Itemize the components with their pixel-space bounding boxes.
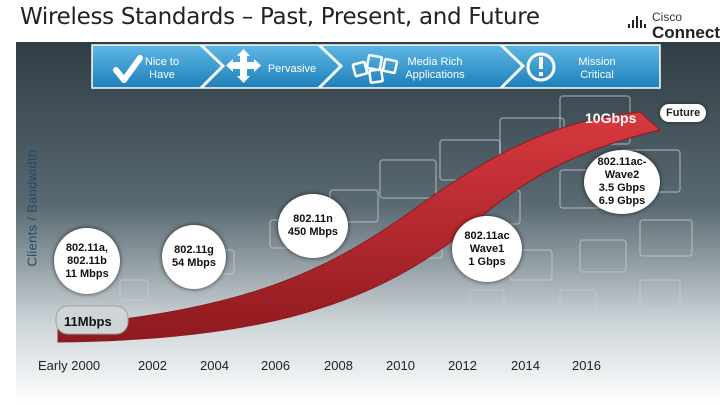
chart-panel xyxy=(16,42,720,405)
year-label: 2016 xyxy=(572,358,601,373)
checkmark-icon xyxy=(113,55,143,83)
four-arrows-icon xyxy=(226,49,261,83)
future-label: Future xyxy=(660,104,707,122)
year-label: 2002 xyxy=(138,358,167,373)
year-label: 2004 xyxy=(200,358,229,373)
slide-title: Wireless Standards – Past, Present, and … xyxy=(20,4,540,30)
stage-label-1: Nice to Have xyxy=(144,56,180,81)
stage-chevron-2 xyxy=(200,44,342,89)
stage-chevron-4 xyxy=(500,44,661,89)
alert-icon xyxy=(526,52,556,82)
year-label: Early 2000 xyxy=(38,358,101,373)
year-label: 2010 xyxy=(386,358,415,373)
stage-label-2: Pervasive xyxy=(267,63,317,75)
y-axis-label: Clients / Bandwidth xyxy=(24,149,40,267)
standard-bubble-80211ab: 802.11a, 802.11b 11 Mbps xyxy=(54,228,120,294)
bandwidth-growth-curve xyxy=(57,111,662,343)
logo-text-line1: Cisco xyxy=(652,10,683,24)
standard-bubble-80211n: 802.11n 450 Mbps xyxy=(278,194,348,258)
year-label: 2008 xyxy=(324,358,353,373)
standard-bubble-80211ac-wave1: 802.11ac Wave1 1 Gbps xyxy=(452,216,522,282)
standard-bubble-80211ac-wave2: 802.11ac- Wave2 3.5 Gbps 6.9 Gbps xyxy=(584,150,660,214)
year-label: 2014 xyxy=(511,358,540,373)
cisco-bars-icon xyxy=(628,10,646,40)
logo-text-line2: Connect xyxy=(652,23,720,42)
cisco-connect-logo: Cisco Connect xyxy=(624,8,720,44)
year-label: 2012 xyxy=(448,358,477,373)
stage-label-3: Media Rich Applications xyxy=(405,56,465,81)
base-bandwidth-label: 11Mbps xyxy=(64,314,112,329)
standard-bubble-80211g: 802.11g 54 Mbps xyxy=(162,225,226,289)
year-label: 2006 xyxy=(261,358,290,373)
base-bandwidth-pill xyxy=(55,305,129,335)
media-boxes-icon xyxy=(351,53,399,84)
stage-label-4: Mission Critical xyxy=(578,56,616,81)
top-bandwidth-label: 10Gbps xyxy=(585,110,637,126)
